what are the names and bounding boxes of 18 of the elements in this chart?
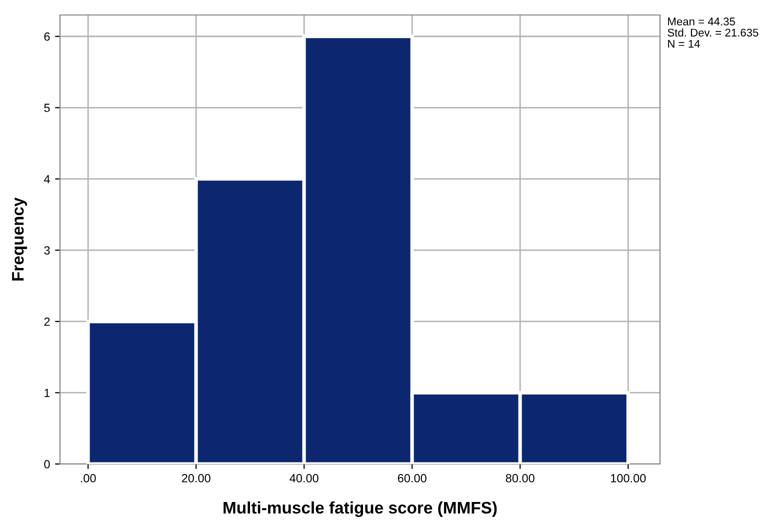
- y-tick-label: 5: [44, 104, 50, 112]
- text: Mean = 44.35: [668, 18, 735, 26]
- y-tick-label: 3: [44, 246, 50, 255]
- x-tick-label: 20.00: [182, 474, 210, 482]
- x-axis-title: Multi-muscle fatigue score (MMFS): [224, 501, 497, 518]
- y-tick-label: 1: [44, 388, 50, 398]
- text: Std. Dev. = 21.635: [668, 28, 758, 37]
- x-tick-label: 60.00: [398, 474, 426, 482]
- y-tick-label: 0: [44, 460, 50, 468]
- y-tick-label: 2: [44, 317, 50, 326]
- y-axis-title: Frequency: [12, 197, 28, 281]
- text: N = 14: [668, 40, 700, 48]
- x-tick-label: .00: [80, 474, 96, 482]
- x-tick-label: 40.00: [290, 474, 318, 482]
- x-tick-label: 80.00: [506, 474, 534, 482]
- y-tick-label: 6: [44, 32, 50, 41]
- y-tick-label: 4: [44, 175, 50, 184]
- x-tick-label: 100.00: [610, 474, 646, 482]
